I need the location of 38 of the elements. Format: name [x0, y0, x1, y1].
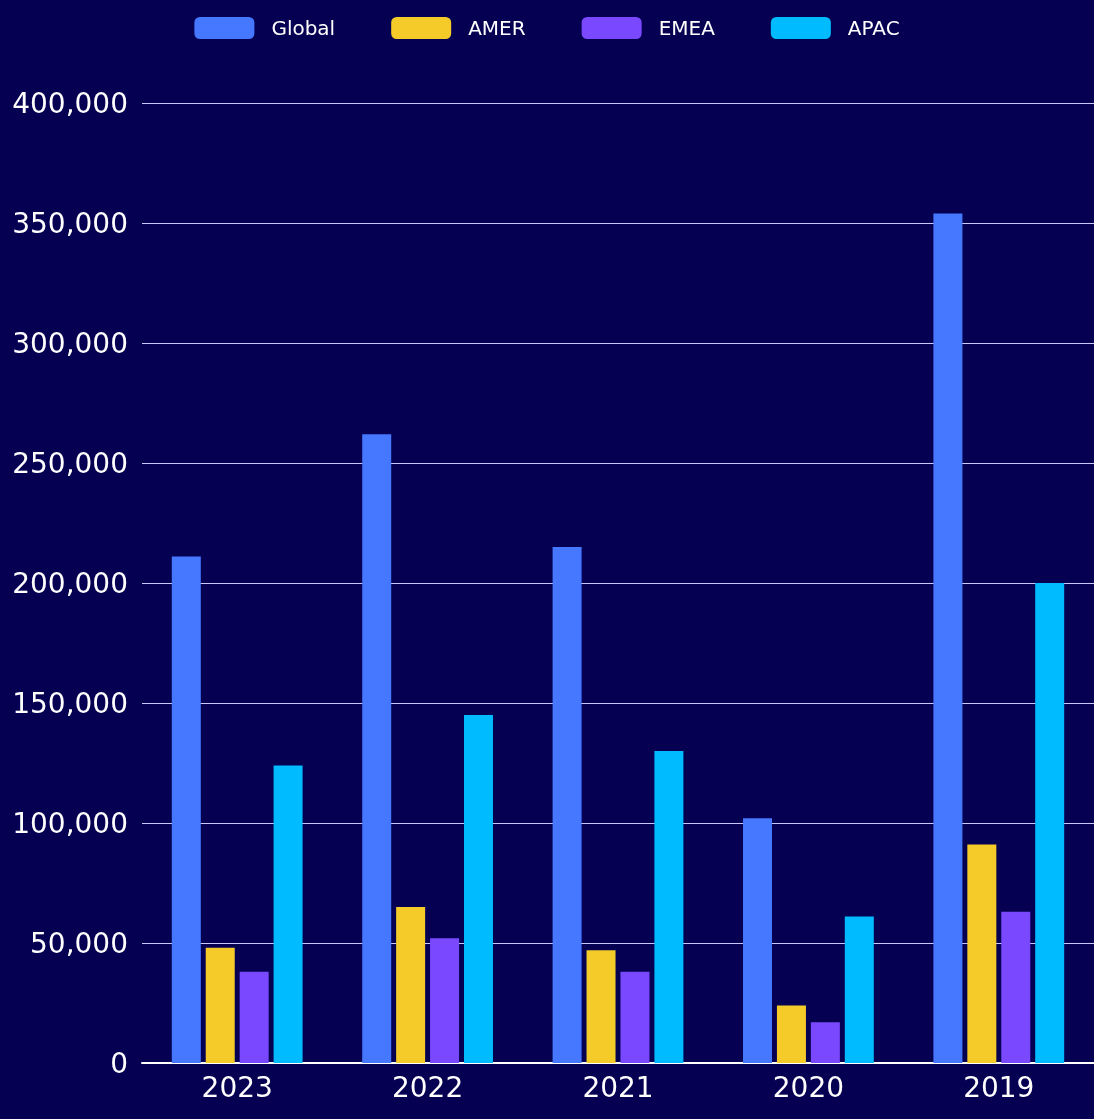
bar: [430, 938, 460, 1063]
y-tick-label: 200,000: [12, 566, 128, 600]
y-tick-label: 100,000: [12, 806, 128, 840]
bar: [239, 971, 269, 1063]
x-tick-label: 2019: [963, 1070, 1035, 1104]
bar: [552, 547, 582, 1063]
x-tick-label: 2021: [582, 1070, 654, 1104]
bar: [273, 765, 303, 1063]
bar: [1035, 583, 1065, 1063]
y-tick-label: 300,000: [12, 326, 128, 360]
bar: [776, 1005, 806, 1063]
x-tick-label: 2022: [391, 1070, 464, 1104]
legend-label: EMEA: [658, 16, 716, 40]
legend-label: APAC: [847, 16, 900, 40]
bar: [743, 818, 773, 1063]
y-tick-label: 400,000: [12, 86, 128, 120]
bar: [1001, 911, 1031, 1063]
y-tick-label: 150,000: [12, 686, 128, 720]
bar: [205, 947, 235, 1063]
legend-label: Global: [271, 16, 336, 40]
bar: [362, 434, 392, 1063]
bar: [396, 907, 426, 1063]
bar: [464, 715, 493, 1063]
y-tick-label: 350,000: [12, 206, 128, 240]
bar: [654, 751, 684, 1063]
x-tick-label: 2023: [201, 1070, 273, 1104]
bar: [810, 1022, 840, 1063]
bar: [933, 213, 963, 1063]
bar: [967, 844, 997, 1063]
x-tick-label: 2020: [772, 1070, 845, 1104]
legend-label: AMER: [468, 16, 526, 40]
bar: [620, 971, 650, 1063]
bar: [171, 556, 201, 1063]
y-tick-label: 250,000: [12, 446, 128, 480]
y-tick-label: 0: [110, 1046, 128, 1080]
bar: [586, 950, 616, 1063]
bar: [844, 916, 874, 1063]
y-tick-label: 50,000: [30, 926, 128, 960]
